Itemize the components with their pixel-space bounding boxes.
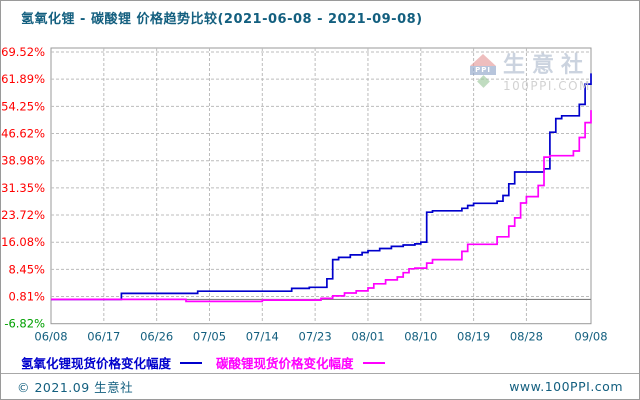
x-tick-label: 09/08 bbox=[574, 330, 607, 344]
legend-item-hydroxide: 氢氧化锂现货价格变化幅度 bbox=[21, 353, 203, 372]
series-line-hydroxide bbox=[51, 73, 592, 301]
y-tick-label: 46.62% bbox=[1, 127, 45, 141]
y-tick-label: 61.89% bbox=[1, 72, 45, 86]
y-tick-label: 38.98% bbox=[1, 154, 45, 168]
y-tick-label: 23.72% bbox=[1, 208, 45, 222]
chart-footer: © 2021.09 生意社 www.100PPI.com bbox=[1, 373, 639, 399]
copyright-text: © 2021.09 生意社 bbox=[17, 380, 134, 395]
site-url-text: www.100PPI.com bbox=[509, 379, 623, 394]
legend-line-hydroxide-icon bbox=[180, 361, 203, 364]
x-tick-label: 07/05 bbox=[193, 330, 226, 344]
y-tick-label: -6.82% bbox=[4, 317, 45, 331]
y-tick-label: 0.81% bbox=[8, 290, 45, 304]
legend-label-carbonate: 碳酸锂现货价格变化幅度 bbox=[216, 356, 354, 371]
y-tick-label: 69.52% bbox=[1, 45, 45, 59]
legend-item-carbonate: 碳酸锂现货价格变化幅度 bbox=[216, 353, 385, 372]
legend-line-carbonate-icon bbox=[362, 361, 385, 364]
y-tick-label: 16.08% bbox=[1, 235, 45, 249]
y-tick-label: 8.45% bbox=[8, 262, 45, 276]
x-tick-label: 08/28 bbox=[510, 330, 543, 344]
x-tick-label: 08/01 bbox=[351, 330, 384, 344]
y-tick-label: 54.25% bbox=[1, 99, 45, 113]
x-tick-label: 08/19 bbox=[457, 330, 490, 344]
x-tick-label: 06/08 bbox=[34, 330, 67, 344]
chart-legend: 氢氧化锂现货价格变化幅度 碳酸锂现货价格变化幅度 bbox=[21, 353, 399, 372]
x-tick-label: 07/14 bbox=[246, 330, 279, 344]
plot-area-border bbox=[50, 47, 592, 325]
legend-label-hydroxide: 氢氧化锂现货价格变化幅度 bbox=[21, 356, 172, 371]
x-tick-label: 06/26 bbox=[140, 330, 173, 344]
x-tick-label: 06/17 bbox=[87, 330, 120, 344]
chart-title: 氢氧化锂 - 碳酸锂 价格趋势比较(2021-06-08 - 2021-09-0… bbox=[21, 12, 423, 27]
x-tick-label: 08/10 bbox=[404, 330, 437, 344]
series-line-carbonate bbox=[51, 110, 592, 303]
y-tick-label: 31.35% bbox=[1, 181, 45, 195]
x-tick-label: 07/23 bbox=[299, 330, 332, 344]
